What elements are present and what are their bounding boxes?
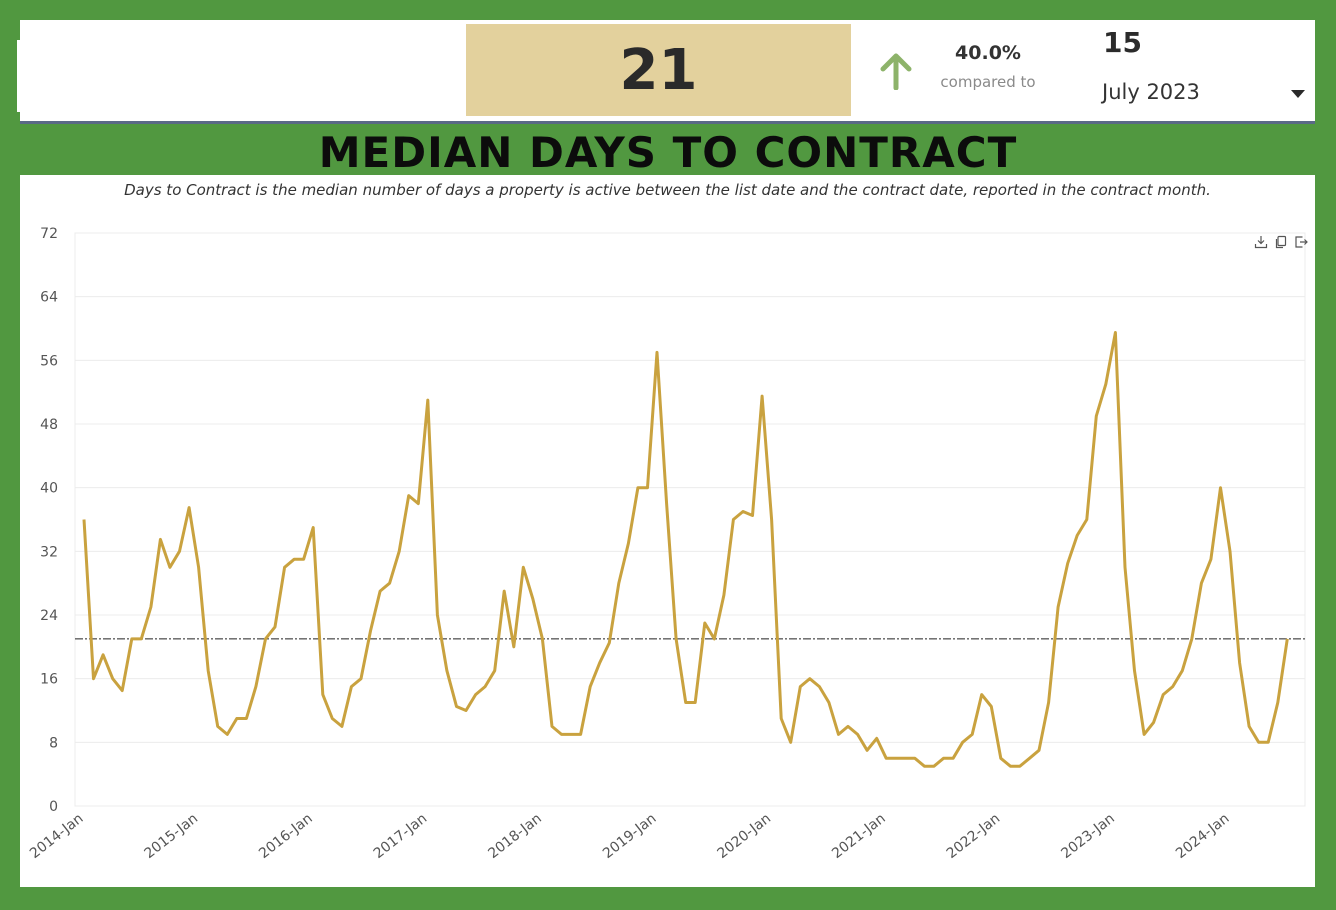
arrow-up-icon (880, 53, 912, 90)
x-tick-label: 2023-Jan (1058, 811, 1118, 862)
chart-subtitle: Days to Contract is the median number of… (124, 181, 1211, 199)
y-tick-label: 0 (49, 799, 58, 815)
x-tick-label: 2021-Jan (829, 811, 889, 862)
y-tick-label: 56 (40, 353, 58, 369)
page-title: MEDIAN DAYS TO CONTRACT (318, 128, 1018, 177)
y-tick-label: 48 (40, 417, 58, 433)
x-tick-label: 2015-Jan (142, 811, 202, 862)
y-tick-label: 8 (49, 735, 58, 751)
plot-frame (74, 232, 1306, 807)
line-chart: 0 8 16 24 32 40 48 56 64 72 2014-Jan 2015-Jan 2016-J… (27, 226, 1306, 862)
kpi-value: 21 (619, 37, 698, 103)
chart-toolbar (1254, 235, 1308, 249)
copy-icon[interactable] (1274, 235, 1288, 249)
x-tick-label: 2024-Jan (1173, 811, 1233, 862)
chart-panel: Days to Contract is the median number of… (20, 175, 1315, 887)
x-tick-label: 2020-Jan (715, 811, 775, 862)
period-selected-value: July 2023 (1102, 80, 1200, 104)
period-dropdown[interactable]: July 2023 (1100, 78, 1305, 110)
y-tick-label: 40 (40, 481, 58, 497)
x-tick-label: 2018-Jan (485, 811, 545, 862)
chevron-down-icon (1291, 90, 1305, 98)
y-tick-label: 72 (40, 226, 58, 242)
x-tick-label: 2019-Jan (600, 811, 660, 862)
download-icon[interactable] (1254, 235, 1268, 249)
kpi-panel: 21 40.0% compared to 15 July 2023 (20, 20, 1315, 124)
top-panel-edge (17, 40, 20, 112)
x-tick-label: 2016-Jan (256, 811, 316, 862)
x-tick-label: 2014-Jan (27, 811, 87, 862)
y-tick-label: 24 (40, 608, 58, 624)
compare-value: 15 (1103, 26, 1142, 59)
y-tick-label: 32 (40, 544, 58, 560)
y-tick-label: 64 (40, 290, 58, 306)
x-tick-label: 2017-Jan (371, 811, 431, 862)
x-tick-label: 2022-Jan (944, 811, 1004, 862)
series-line (82, 331, 1289, 768)
compared-to-label: compared to (940, 73, 1036, 91)
change-percent: 40.0% (955, 42, 1021, 64)
y-tick-label: 16 (40, 672, 58, 688)
export-icon[interactable] (1294, 235, 1308, 249)
kpi-value-box: 21 (466, 24, 851, 116)
